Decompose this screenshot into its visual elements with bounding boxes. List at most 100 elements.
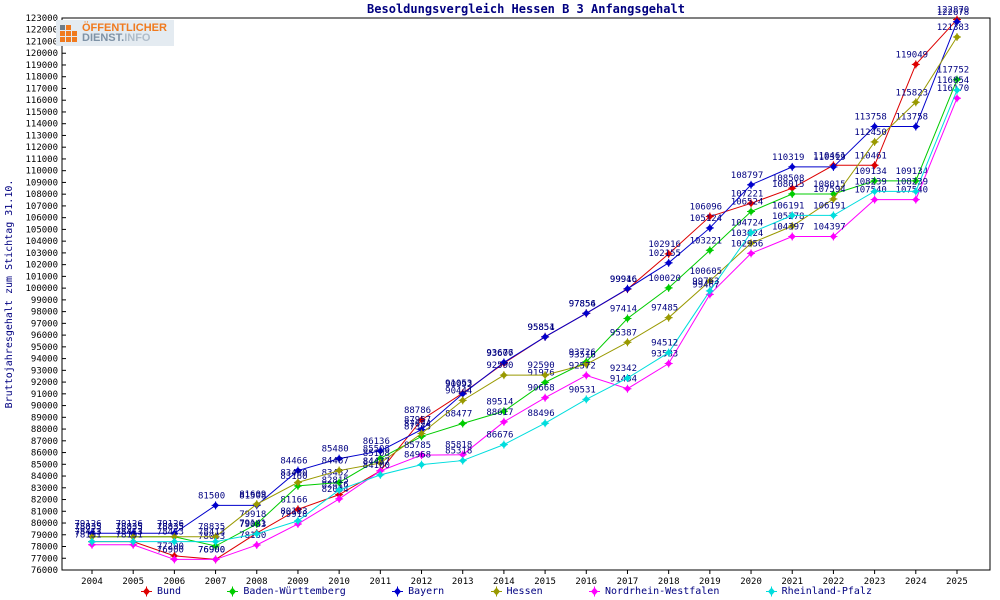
legend-label: Nordrhein-Westfalen: [604, 586, 720, 597]
x-tick-label: 2005: [122, 577, 144, 587]
data-point-label: 83460: [280, 468, 307, 478]
data-point-label: 116854: [937, 76, 970, 86]
legend-item-Hessen: Hessen: [490, 586, 543, 597]
data-point-label: 90531: [569, 385, 596, 395]
legend-marker-icon: [392, 586, 404, 597]
data-point-label: 76900: [198, 545, 225, 555]
data-point-Rheinland-Pfalz: [829, 211, 837, 219]
data-point-Baden-Württemberg: [706, 246, 714, 254]
y-tick-label: 118000: [25, 73, 58, 83]
y-tick-label: 105000: [25, 225, 58, 235]
data-point-label: 84466: [280, 457, 307, 467]
data-point-label: 78413: [157, 528, 184, 538]
data-point-label: 97854: [569, 299, 596, 309]
data-point-Rheinland-Pfalz: [912, 187, 920, 195]
y-tick-label: 113000: [25, 131, 58, 141]
data-point-label: 110461: [854, 151, 887, 161]
data-point-label: 102155: [648, 249, 681, 259]
data-point-Bund: [912, 60, 920, 68]
data-point-Bayern: [912, 123, 920, 131]
data-point-label: 90992: [445, 380, 472, 390]
data-point-Nordrhein-Westfalen: [871, 196, 879, 204]
data-point-label: 78835: [157, 523, 184, 533]
data-point-label: 83452: [322, 468, 349, 478]
data-point-Rheinland-Pfalz: [623, 374, 631, 382]
data-point-label: 78835: [74, 523, 101, 533]
data-point-label: 110319: [772, 153, 805, 163]
data-point-Baden-Württemberg: [212, 542, 220, 550]
y-tick-label: 89000: [31, 413, 58, 423]
data-point-Rheinland-Pfalz: [459, 457, 467, 465]
data-point-label: 99946: [610, 275, 637, 285]
plot-border: [61, 17, 991, 571]
data-point-Hessen: [88, 533, 96, 541]
data-point-label: 85508: [363, 444, 390, 454]
data-point-label: 108239: [854, 177, 887, 187]
data-point-label: 78413: [116, 528, 143, 538]
data-point-label: 97414: [610, 304, 637, 314]
data-point-Nordrhein-Westfalen: [829, 232, 837, 240]
data-point-label: 84467: [322, 457, 349, 467]
data-point-label: 79083: [239, 520, 266, 530]
data-point-label: 82815: [322, 476, 349, 486]
data-point-label: 87957: [404, 416, 431, 426]
data-point-label: 79126: [116, 519, 143, 529]
y-tick-label: 123000: [25, 14, 58, 24]
y-tick-label: 101000: [25, 272, 58, 282]
y-tick-label: 76000: [31, 566, 58, 576]
data-point-label: 85318: [445, 447, 472, 457]
y-tick-label: 121000: [25, 37, 58, 47]
data-point-Bayern: [623, 285, 631, 293]
oeffentlicher-dienst-info-logo: ÖFFENTLICHER DIENST.INFO: [56, 20, 174, 46]
data-point-Bund: [747, 199, 755, 207]
data-point-label: 78413: [74, 528, 101, 538]
data-point-label: 99763: [692, 277, 719, 287]
data-point-label: 92590: [528, 361, 555, 371]
data-point-label: 78151: [116, 531, 143, 541]
data-point-Baden-Württemberg: [459, 419, 467, 427]
y-tick-label: 97000: [31, 319, 58, 329]
y-tick-label: 78000: [31, 543, 58, 553]
legend-marker-icon: [588, 586, 600, 597]
y-tick-label: 122000: [25, 26, 58, 36]
x-tick-label: 2016: [575, 577, 597, 587]
data-point-label: 95854: [528, 323, 555, 333]
data-point-Nordrhein-Westfalen: [459, 451, 467, 459]
legend-item-Bund: Bund: [140, 586, 181, 597]
y-tick-label: 115000: [25, 108, 58, 118]
data-point-label: 78835: [116, 523, 143, 533]
data-point-Bund: [294, 505, 302, 513]
data-point-label: 95851: [528, 323, 555, 333]
data-point-label: 78835: [157, 523, 184, 533]
data-point-Baden-Württemberg: [665, 284, 673, 292]
data-point-label: 104724: [731, 219, 764, 229]
data-point-label: 113758: [854, 113, 887, 123]
data-point-Bayern: [871, 123, 879, 131]
data-point-Hessen: [706, 277, 714, 285]
data-point-Nordrhein-Westfalen: [912, 196, 920, 204]
data-point-label: 106524: [731, 198, 764, 208]
data-point-label: 106191: [813, 201, 846, 211]
data-point-label: 119049: [896, 50, 929, 60]
data-point-label: 85480: [322, 445, 349, 455]
data-point-label: 110319: [813, 153, 846, 163]
data-point-Rheinland-Pfalz: [706, 287, 714, 295]
y-tick-label: 95000: [31, 343, 58, 353]
data-point-Bund: [665, 250, 673, 258]
y-tick-label: 90000: [31, 402, 58, 412]
data-point-label: 99916: [610, 275, 637, 285]
x-tick-label: 2012: [411, 577, 433, 587]
y-tick-label: 80000: [31, 519, 58, 529]
data-point-label: 85818: [445, 441, 472, 451]
data-point-label: 81609: [239, 490, 266, 500]
data-point-label: 79126: [157, 519, 184, 529]
data-point-label: 78130: [239, 531, 266, 541]
data-point-label: 108015: [772, 180, 805, 190]
series-line-Rheinland-Pfalz: [92, 89, 958, 543]
data-point-label: 108015: [813, 180, 846, 190]
data-point-label: 87624: [404, 419, 431, 429]
data-point-label: 81500: [198, 491, 225, 501]
y-tick-label: 110000: [25, 167, 58, 177]
data-point-Hessen: [170, 533, 178, 541]
